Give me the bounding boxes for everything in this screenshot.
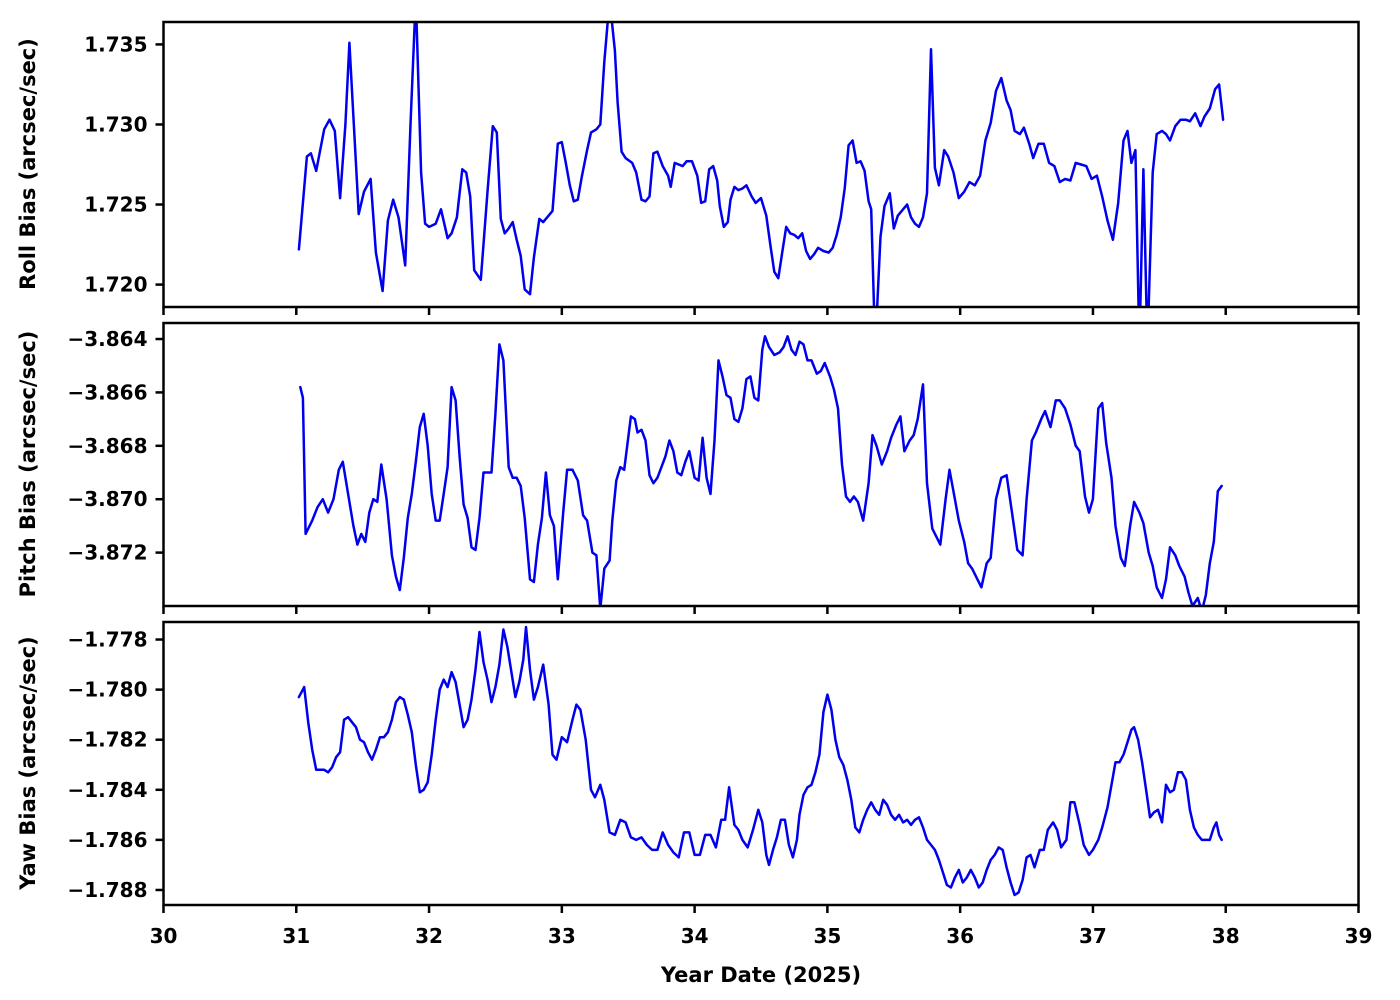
xtick-label: 34 (681, 924, 709, 948)
xtick-label: 38 (1212, 924, 1240, 948)
pitch-bias-panel-ytick-label: −3.872 (67, 541, 147, 565)
yaw-bias-panel-ytick-label: −1.788 (67, 878, 147, 902)
pitch-bias-panel-ytick-label: −3.870 (67, 487, 147, 511)
roll-bias-panel-line (297, 22, 1225, 307)
yaw-bias-panel: −1.788 −1.786 −1.784 −1.782 −1.780 −1.778 30 31… (67, 620, 1373, 948)
roll-bias-panel: 1.720 1.725 1.730 1.735 (84, 20, 1360, 315)
xtick-label: 37 (1079, 924, 1107, 948)
yaw-bias-panel-line (297, 625, 1223, 897)
yaw-bias-panel-frame (162, 620, 1360, 907)
pitch-bias-panel-frame (162, 321, 1360, 608)
roll-bias-panel-ytick-label: 1.735 (84, 32, 147, 56)
xtick-label: 36 (946, 924, 974, 948)
pitch-bias-panel-ytick-label: −3.864 (67, 327, 147, 351)
roll-bias-panel-ytick-label: 1.720 (84, 273, 147, 297)
yaw-bias-panel-ytick-label: −1.780 (67, 678, 147, 702)
xtick-label: 33 (548, 924, 576, 948)
pitch-bias-panel-ytick-label: −3.866 (67, 380, 147, 404)
roll-bias-panel-frame (162, 20, 1360, 309)
xtick-label: 30 (150, 924, 178, 948)
yaw-bias-axis-label: Yaw Bias (arcsec/sec) (16, 636, 40, 890)
yaw-bias-panel-ytick-label: −1.784 (67, 778, 147, 802)
pitch-bias-panel: −3.872 −3.870 −3.868 −3.866 −3.864 (67, 321, 1360, 614)
xtick-label: 31 (282, 924, 310, 948)
pitch-bias-panel-ytick-label: −3.868 (67, 434, 147, 458)
roll-bias-panel-ytick-label: 1.725 (84, 193, 147, 217)
roll-bias-panel-ytick-label: 1.730 (84, 112, 147, 136)
xtick-label: 32 (415, 924, 443, 948)
pitch-bias-panel-line (299, 335, 1223, 606)
yaw-bias-panel-ytick-label: −1.782 (67, 728, 147, 752)
x-axis-label: Year Date (2025) (660, 963, 862, 987)
xtick-label: 35 (813, 924, 841, 948)
xtick-label: 39 (1345, 924, 1373, 948)
yaw-bias-panel-ytick-label: −1.786 (67, 828, 147, 852)
yaw-bias-panel-ytick-label: −1.778 (67, 628, 147, 652)
